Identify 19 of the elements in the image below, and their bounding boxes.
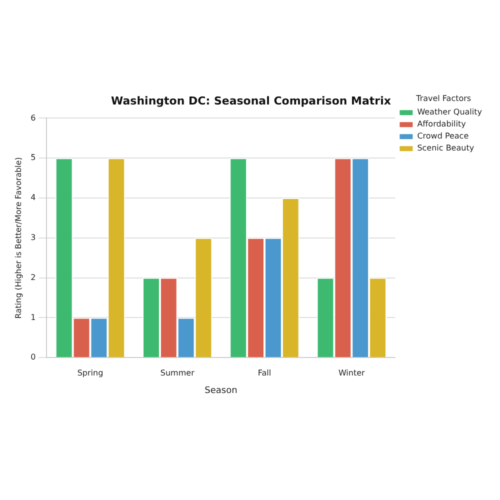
y-tick-label: 1 [30, 312, 36, 322]
legend-label: Weather Quality [417, 108, 482, 117]
y-tick-label: 0 [30, 352, 36, 362]
x-tick-label: Winter [338, 368, 366, 378]
y-tick-label: 6 [30, 113, 36, 122]
legend-label: Affordability [417, 120, 466, 129]
y-tick-label: 3 [30, 232, 36, 242]
x-tick-label: Summer [160, 368, 196, 378]
x-tick-label: Fall [258, 368, 272, 378]
legend-label: Scenic Beauty [417, 144, 474, 153]
chart-title: Washington DC: Seasonal Comparison Matrix [111, 94, 391, 108]
y-tick-label: 5 [30, 153, 36, 162]
x-tick-label: Spring [77, 368, 104, 378]
y-axis-title: Rating (Higher is Better/More Favorable) [14, 157, 23, 319]
legend-title: Travel Factors [415, 94, 472, 104]
y-tick-label: 2 [30, 272, 36, 282]
y-tick-label: 4 [30, 193, 36, 202]
legend-label: Crowd Peace [417, 132, 469, 141]
x-axis-title: Season [204, 386, 238, 396]
